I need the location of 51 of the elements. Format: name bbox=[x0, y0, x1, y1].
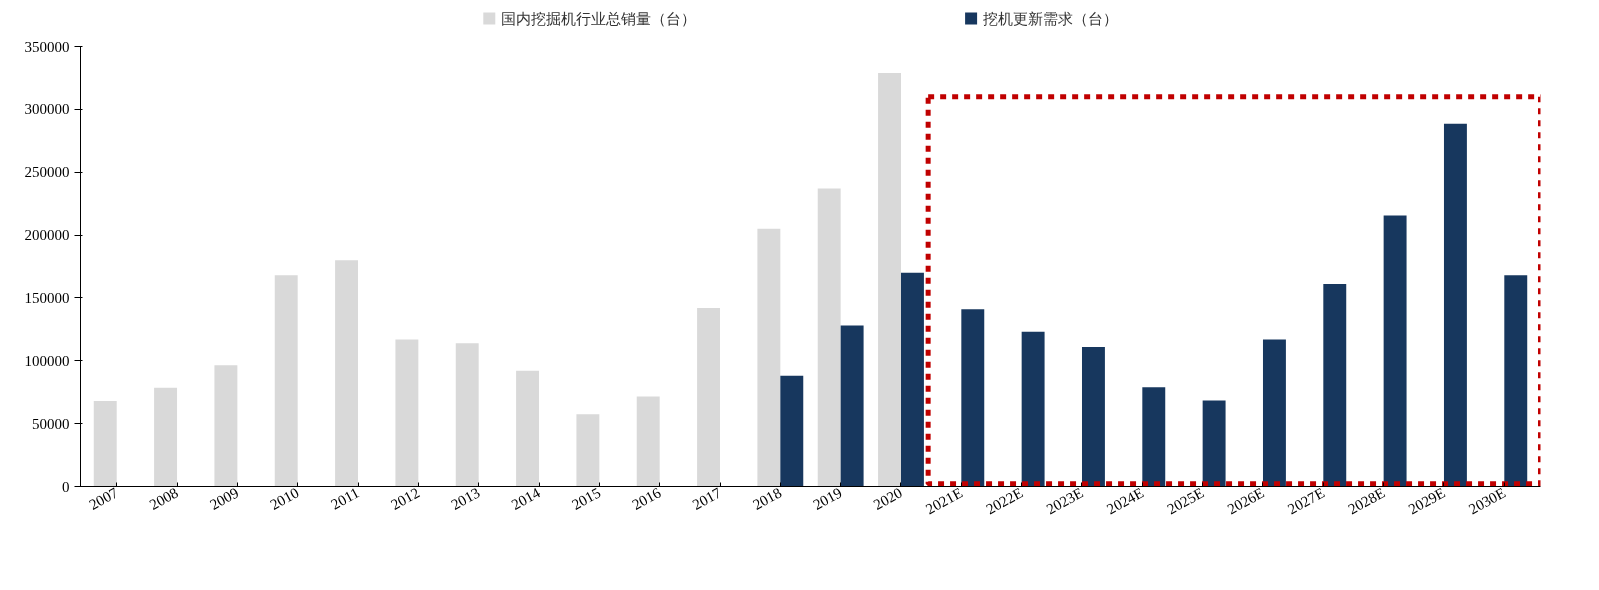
bar bbox=[335, 260, 359, 487]
x-tick-label: 2013 bbox=[448, 484, 483, 513]
bar bbox=[878, 72, 901, 487]
bar bbox=[214, 365, 238, 487]
bar bbox=[516, 370, 540, 487]
bar bbox=[1202, 400, 1226, 487]
x-tick-label: 2011 bbox=[328, 484, 362, 513]
x-tick-label: 2020 bbox=[870, 484, 905, 513]
bar bbox=[757, 228, 781, 487]
y-tick-label: 350000 bbox=[24, 38, 70, 55]
bar bbox=[93, 401, 117, 487]
x-tick-label: 2016 bbox=[629, 484, 664, 513]
x-tick-label: 2018 bbox=[750, 484, 785, 513]
x-tick-label: 2017 bbox=[689, 484, 725, 513]
y-tick-label: 250000 bbox=[24, 164, 70, 181]
y-tick-label: 100000 bbox=[24, 352, 70, 369]
bar bbox=[1443, 123, 1467, 487]
x-tick-label: 2007 bbox=[86, 484, 121, 513]
bar bbox=[1262, 339, 1286, 487]
x-tick-label: 2009 bbox=[207, 484, 242, 513]
y-tick-label: 300000 bbox=[24, 101, 70, 118]
legend-label: 国内挖掘机行业总销量（台） bbox=[500, 9, 696, 28]
bar bbox=[901, 272, 924, 487]
bar bbox=[636, 396, 660, 487]
y-tick-label: 150000 bbox=[24, 289, 70, 306]
bar bbox=[780, 375, 804, 487]
bar bbox=[817, 188, 841, 487]
y-tick-label: 0 bbox=[62, 478, 70, 495]
bar bbox=[697, 307, 720, 487]
x-tick-label: 2012 bbox=[388, 484, 423, 513]
bar bbox=[1383, 215, 1407, 487]
bar bbox=[961, 309, 985, 487]
bar bbox=[455, 343, 479, 487]
x-tick-label: 2019 bbox=[810, 484, 845, 513]
bar bbox=[1142, 387, 1166, 487]
bar bbox=[1021, 331, 1045, 487]
x-tick-label: 2014 bbox=[508, 484, 544, 513]
bar bbox=[1081, 346, 1105, 487]
bar bbox=[274, 275, 298, 487]
y-tick-label: 50000 bbox=[32, 415, 70, 432]
bar bbox=[840, 325, 864, 487]
x-tick-label: 2010 bbox=[267, 484, 302, 513]
bar bbox=[576, 414, 600, 487]
bar bbox=[1504, 275, 1528, 487]
x-tick-label: 2008 bbox=[146, 484, 181, 513]
x-tick-label: 2015 bbox=[569, 484, 604, 513]
bar bbox=[395, 339, 419, 487]
bar bbox=[1323, 284, 1347, 487]
bar bbox=[154, 387, 178, 487]
y-tick-label: 200000 bbox=[24, 227, 70, 244]
legend-label: 挖机更新需求（台） bbox=[982, 9, 1118, 28]
